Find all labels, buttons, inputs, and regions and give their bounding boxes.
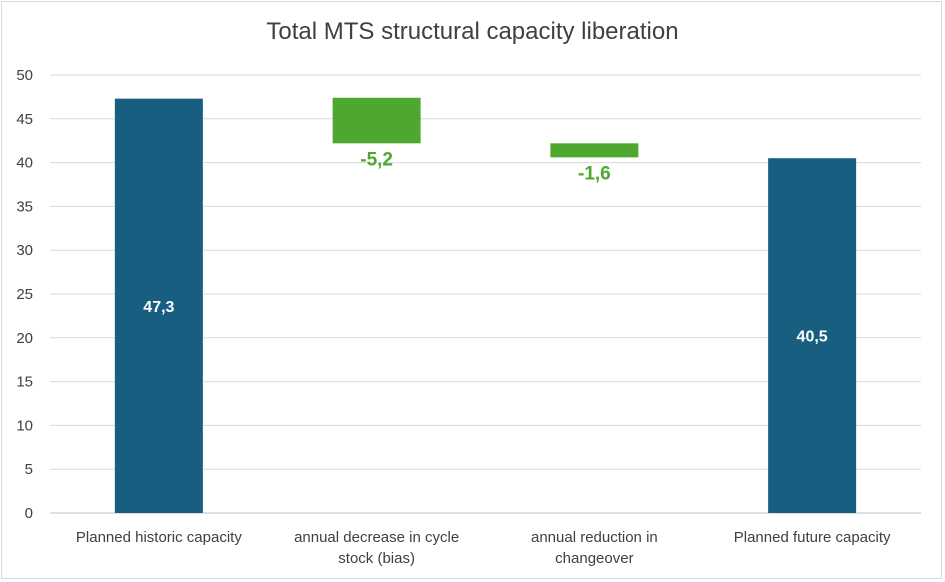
y-tick-label: 10 — [16, 417, 33, 434]
y-tick-label: 35 — [16, 198, 33, 215]
x-category-label: changeover — [555, 550, 633, 567]
data-label: 40,5 — [797, 329, 828, 346]
x-category-label: annual decrease in cycle — [294, 529, 459, 546]
y-tick-label: 5 — [25, 461, 33, 478]
data-label: -1,6 — [578, 163, 611, 184]
y-tick-label: 15 — [16, 374, 33, 391]
data-label: -5,2 — [360, 149, 393, 170]
y-tick-label: 25 — [16, 286, 33, 303]
chart-title: Total MTS structural capacity liberation — [266, 18, 679, 45]
total-bar — [768, 158, 857, 513]
total-bar — [114, 98, 203, 513]
y-tick-label: 20 — [16, 330, 33, 347]
x-category-label: Planned future capacity — [734, 529, 891, 546]
decrease-bar — [332, 97, 421, 144]
y-tick-label: 30 — [16, 242, 33, 259]
y-tick-label: 40 — [16, 155, 33, 172]
decrease-bar — [550, 143, 639, 158]
y-tick-label: 45 — [16, 111, 33, 128]
data-label: 47,3 — [143, 299, 174, 316]
x-category-label: annual reduction in — [531, 529, 658, 546]
x-category-label: Planned historic capacity — [76, 529, 242, 546]
x-category-label: stock (bias) — [338, 550, 415, 567]
y-tick-label: 50 — [16, 67, 33, 84]
y-tick-label: 0 — [25, 505, 33, 522]
